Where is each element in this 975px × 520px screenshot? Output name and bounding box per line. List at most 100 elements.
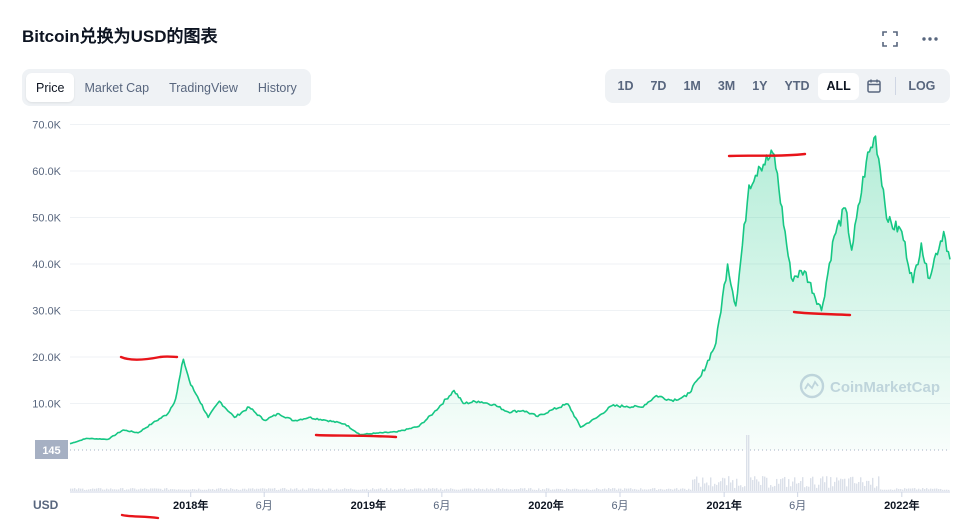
- volume-bar: [350, 488, 352, 491]
- volume-bar: [298, 489, 300, 491]
- range-3m[interactable]: 3M: [717, 79, 736, 93]
- volume-bar: [356, 489, 358, 491]
- volume-bar: [426, 489, 428, 491]
- more-icon[interactable]: [919, 28, 941, 50]
- volume-bar: [128, 489, 130, 491]
- time-range-selector: 1D 7D 1M 3M 1Y YTD ALL LOG: [605, 69, 950, 103]
- volume-bar: [448, 489, 450, 491]
- volume-bar: [802, 477, 804, 491]
- volume-bar: [718, 482, 720, 491]
- volume-bar: [914, 488, 916, 491]
- volume-bar: [338, 489, 340, 491]
- price-area: [70, 136, 950, 450]
- volume-bar: [102, 489, 104, 491]
- volume-bar: [520, 488, 522, 491]
- volume-bar: [866, 480, 868, 491]
- volume-bar: [706, 482, 708, 491]
- volume-bar: [884, 489, 886, 491]
- volume-bar: [254, 489, 256, 491]
- range-ytd[interactable]: YTD: [784, 79, 810, 93]
- volume-bar: [628, 488, 630, 491]
- volume-bar: [432, 488, 434, 491]
- volume-bar: [564, 489, 566, 491]
- volume-bar: [250, 488, 252, 491]
- range-1y[interactable]: 1Y: [752, 79, 768, 93]
- volume-bar: [748, 435, 750, 491]
- volume-bar: [98, 488, 100, 491]
- volume-bar: [880, 489, 882, 491]
- volume-bar: [650, 488, 652, 491]
- volume-bar: [682, 488, 684, 491]
- y-tick-label: 50.0K: [32, 213, 61, 225]
- volume-bar: [600, 489, 602, 491]
- volume-bar: [516, 489, 518, 491]
- tab-history[interactable]: History: [257, 80, 297, 95]
- volume-bar: [672, 489, 674, 491]
- volume-bar: [540, 489, 542, 491]
- tab-price[interactable]: Price: [26, 73, 75, 102]
- volume-bar: [242, 488, 244, 491]
- volume-bar: [722, 477, 724, 491]
- volume-bar: [940, 488, 942, 491]
- volume-bar: [462, 488, 464, 491]
- volume-bar: [746, 435, 748, 491]
- volume-bar: [274, 488, 276, 491]
- volume-bar: [498, 488, 500, 491]
- volume-bar: [838, 480, 840, 491]
- volume-bar: [608, 488, 610, 491]
- volume-bar: [666, 489, 668, 491]
- tab-tradingview[interactable]: TradingView: [169, 80, 238, 95]
- volume-bar: [360, 489, 362, 491]
- volume-bar: [714, 483, 716, 491]
- x-tick-label: 2020年: [528, 498, 563, 512]
- volume-bar: [824, 482, 826, 491]
- volume-bar: [488, 489, 490, 491]
- volume-bar: [888, 489, 890, 491]
- volume-bar: [420, 488, 422, 491]
- expand-icon[interactable]: [879, 28, 901, 50]
- range-1m[interactable]: 1M: [683, 79, 701, 93]
- volume-bar: [108, 489, 110, 491]
- volume-bar: [444, 489, 446, 491]
- volume-bar: [270, 488, 272, 491]
- volume-bar: [116, 489, 118, 491]
- volume-bar: [580, 489, 582, 491]
- volume-bar: [70, 488, 72, 491]
- tab-market-cap[interactable]: Market Cap: [84, 80, 150, 95]
- volume-bar: [716, 484, 718, 491]
- calendar-icon[interactable]: [859, 73, 889, 100]
- volume-bar: [294, 488, 296, 491]
- volume-bar: [90, 488, 92, 491]
- volume-bar: [482, 488, 484, 491]
- volume-bar: [286, 489, 288, 491]
- volume-bar: [512, 489, 514, 491]
- volume-bar: [816, 487, 818, 491]
- volume-bar: [306, 489, 308, 491]
- volume-bar: [566, 488, 568, 491]
- page-title: Bitcoin兑换为USD的图表: [22, 27, 218, 46]
- volume-bar: [694, 479, 696, 491]
- range-all[interactable]: ALL: [818, 72, 860, 100]
- volume-bar: [282, 488, 284, 491]
- range-1d[interactable]: 1D: [617, 79, 634, 93]
- volume-bar: [676, 488, 678, 491]
- volume-bar: [844, 478, 846, 491]
- volume-bar: [92, 488, 94, 491]
- volume-bar: [470, 488, 472, 491]
- range-7d[interactable]: 7D: [650, 79, 667, 93]
- y-tick-label: 70.0K: [32, 120, 61, 132]
- log-scale-toggle[interactable]: LOG: [908, 79, 936, 93]
- volume-bar: [636, 489, 638, 491]
- volume-bar: [870, 484, 872, 491]
- volume-bar: [928, 489, 930, 491]
- volume-bar: [622, 489, 624, 491]
- volume-bar: [758, 481, 760, 491]
- volume-bar: [194, 489, 196, 491]
- volume-bar: [398, 488, 400, 491]
- volume-bar: [382, 489, 384, 491]
- volume-bar: [300, 489, 302, 491]
- volume-bar: [754, 476, 756, 491]
- volume-bar: [362, 489, 364, 491]
- volume-bar: [822, 476, 824, 491]
- volume-bar: [202, 489, 204, 491]
